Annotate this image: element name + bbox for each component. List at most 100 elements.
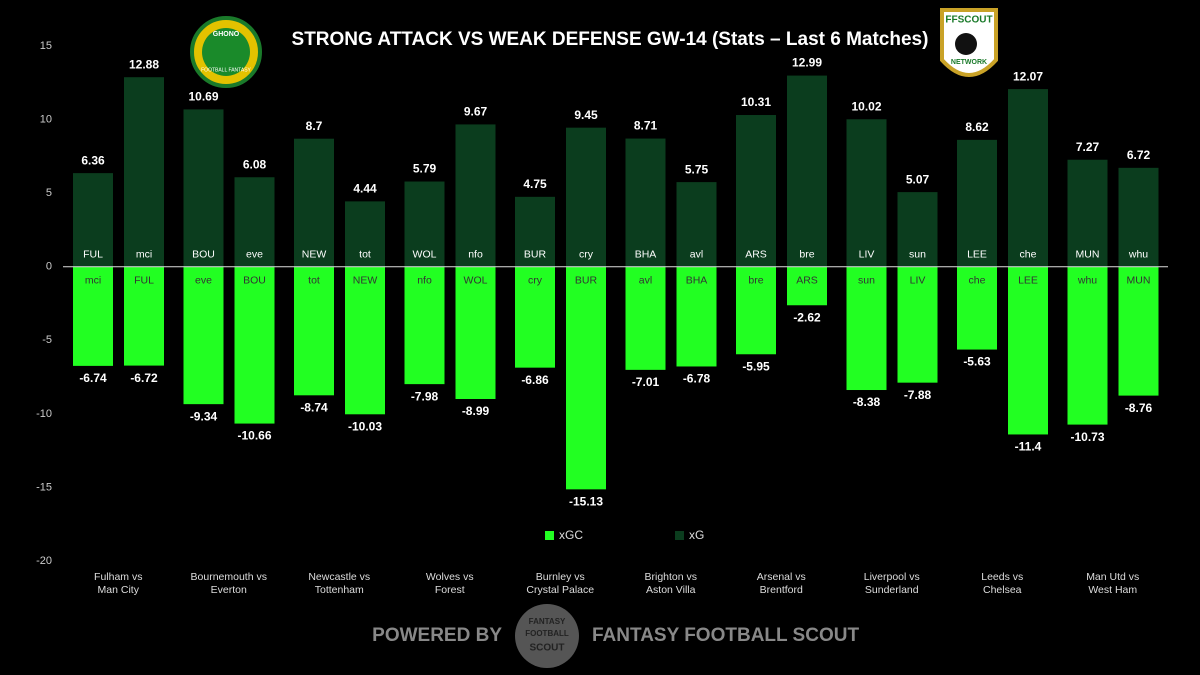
category-label: tot <box>359 248 371 260</box>
category-label: mci <box>136 248 152 260</box>
bar <box>455 124 496 267</box>
bar <box>515 266 555 368</box>
legend-label: xGC <box>559 528 583 542</box>
value-label: -7.01 <box>632 375 660 389</box>
category-label: LIV <box>859 248 875 260</box>
value-label: -8.76 <box>1125 401 1153 415</box>
bar <box>515 196 555 267</box>
bar-label: eve <box>195 274 212 286</box>
category-label: cry <box>579 248 594 260</box>
bar <box>1118 167 1159 267</box>
badge-text: FANTASY <box>529 617 566 626</box>
right-logo: FFSCOUT NETWORK <box>940 8 998 77</box>
bar <box>1118 266 1159 396</box>
value-label: -8.74 <box>300 400 328 414</box>
bar <box>957 266 997 350</box>
logo-inner <box>202 28 250 76</box>
bar <box>787 75 827 267</box>
value-label: 10.69 <box>188 90 218 104</box>
bar <box>1067 159 1108 267</box>
chart-title: STRONG ATTACK VS WEAK DEFENSE GW-14 (Sta… <box>292 29 929 50</box>
category-label: whu <box>1128 248 1148 260</box>
value-label: 7.27 <box>1076 140 1100 154</box>
value-label: -5.95 <box>742 359 770 373</box>
legend-swatch <box>675 531 684 540</box>
bar <box>234 266 275 424</box>
bar <box>566 127 606 267</box>
bar-label: BHA <box>686 274 708 286</box>
bar <box>124 77 164 267</box>
bar <box>345 266 385 415</box>
x-group-label: Liverpool vs <box>864 571 920 583</box>
value-label: -10.03 <box>348 419 382 433</box>
bar <box>1008 89 1048 267</box>
legend-label: xG <box>689 528 704 542</box>
x-group-label: West Ham <box>1088 584 1137 596</box>
bar-label: whu <box>1077 274 1097 286</box>
value-label: -7.98 <box>411 389 439 403</box>
x-group-label: Man Utd vs <box>1086 571 1139 583</box>
category-label: BOU <box>192 248 215 260</box>
bar <box>73 173 113 267</box>
value-label: -6.72 <box>130 371 158 385</box>
bar <box>183 266 224 405</box>
y-tick-label: 0 <box>46 261 52 273</box>
y-tick-label: 10 <box>40 113 52 125</box>
bar-label: NEW <box>353 274 378 286</box>
y-tick-label: 5 <box>46 187 52 199</box>
bar <box>736 266 776 355</box>
x-group-label: Man City <box>98 584 140 596</box>
bar-label: avl <box>639 274 652 286</box>
left-logo: GHONO FOOTBALL FANTASY <box>190 16 262 88</box>
value-label: -6.74 <box>79 371 107 385</box>
bar-label: WOL <box>464 274 488 286</box>
category-label: eve <box>246 248 263 260</box>
bar-label: mci <box>85 274 101 286</box>
value-label: 5.07 <box>906 172 930 186</box>
bar <box>1067 266 1108 425</box>
bar-label: ARS <box>796 274 818 286</box>
bar <box>73 266 113 366</box>
bar <box>625 266 666 370</box>
bar <box>625 138 666 267</box>
bar <box>404 181 445 267</box>
footer-text: FANTASY FOOTBALL SCOUT <box>592 625 859 646</box>
bar <box>897 192 938 267</box>
x-group-label: Crystal Palace <box>526 584 594 596</box>
value-label: -8.99 <box>462 404 490 418</box>
y-tick-label: -5 <box>42 334 52 346</box>
bar-label: tot <box>308 274 320 286</box>
value-label: 4.75 <box>523 177 547 191</box>
value-label: 9.45 <box>574 108 598 122</box>
x-group-label: Wolves vs <box>426 571 474 583</box>
x-group-label: Fulham vs <box>94 571 142 583</box>
value-label: 8.7 <box>306 119 323 133</box>
x-group-label: Forest <box>435 584 465 596</box>
category-label: BUR <box>524 248 547 260</box>
x-group-label: Burnley vs <box>536 571 585 583</box>
value-label: 10.02 <box>851 99 881 113</box>
bar <box>676 266 717 367</box>
bar-label: BUR <box>575 274 598 286</box>
value-label: 12.07 <box>1013 69 1043 83</box>
y-tick-label: -20 <box>36 555 52 567</box>
value-label: 6.72 <box>1127 148 1151 162</box>
logo-text: GHONO <box>213 31 240 38</box>
category-label: avl <box>690 248 703 260</box>
bar-label: LIV <box>910 274 926 286</box>
bar <box>787 266 827 306</box>
category-label: MUN <box>1076 248 1100 260</box>
value-label: -9.34 <box>190 409 218 423</box>
value-label: 6.36 <box>81 153 105 167</box>
value-label: 4.44 <box>353 182 377 196</box>
value-label: 12.88 <box>129 57 159 71</box>
category-label: NEW <box>302 248 327 260</box>
category-label: nfo <box>468 248 483 260</box>
bar <box>404 266 445 385</box>
y-tick-label: 15 <box>40 40 52 52</box>
value-label: -2.62 <box>793 310 821 324</box>
bar <box>897 266 938 383</box>
bar-label: cry <box>528 274 543 286</box>
category-label: che <box>1020 248 1037 260</box>
x-group-label: Arsenal vs <box>757 571 806 583</box>
